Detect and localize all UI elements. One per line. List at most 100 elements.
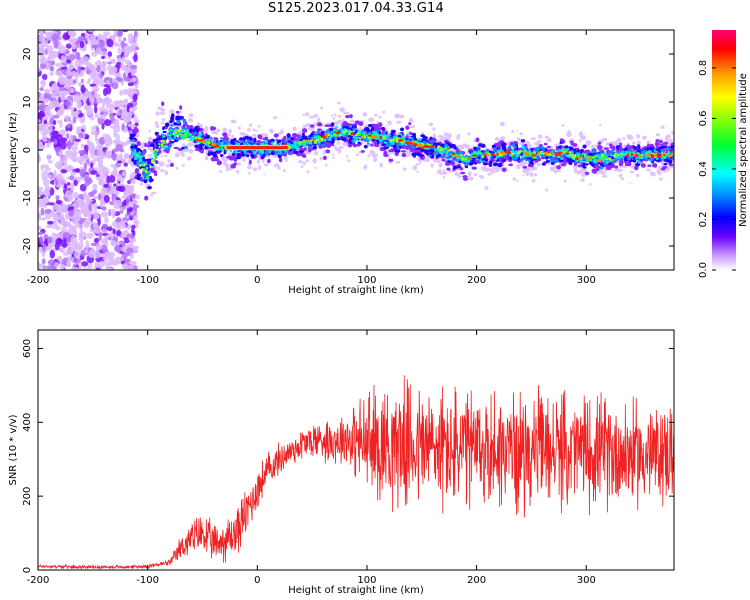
ridge-blob — [560, 163, 566, 167]
noise-blob — [53, 40, 59, 49]
noise-blob — [43, 119, 48, 125]
noise-blob — [45, 167, 51, 172]
noise-blob — [55, 233, 63, 239]
noise-blob — [76, 199, 81, 203]
noise-blob — [101, 55, 105, 60]
ridge-blob — [621, 137, 626, 140]
ridge-blob — [265, 151, 269, 156]
noise-blob — [47, 236, 53, 244]
ridge-blob — [186, 143, 192, 146]
halo-speck — [516, 129, 519, 132]
ridge-blob — [381, 126, 386, 131]
ridge-blob — [435, 159, 441, 164]
ridge-blob — [170, 123, 174, 127]
noise-blob — [60, 55, 66, 63]
halo-speck — [247, 172, 251, 175]
ridge-blob — [397, 146, 400, 151]
noise-blob — [38, 153, 41, 163]
noise-blob — [111, 67, 115, 75]
noise-blob — [67, 30, 76, 37]
noise-blob — [60, 66, 68, 71]
noise-blob — [101, 66, 107, 73]
ridge-blob — [658, 177, 663, 181]
ridge-blob — [437, 134, 444, 138]
ridge-blob — [497, 164, 502, 168]
noise-blob — [118, 43, 122, 48]
ridge-blob — [319, 156, 323, 161]
ridge-blob — [636, 140, 641, 145]
ridge-blob — [237, 162, 242, 166]
ridge-blob — [367, 123, 373, 127]
ridge-blob — [292, 126, 297, 132]
ridge-blob — [161, 101, 165, 107]
noise-blob — [91, 189, 98, 195]
noise-blob — [97, 182, 106, 186]
ridge-blob — [263, 163, 269, 167]
noise-blob — [67, 197, 73, 202]
noise-blob — [78, 132, 84, 139]
noise-blob — [78, 149, 87, 155]
ridge-blob — [429, 136, 433, 140]
noise-blob — [115, 218, 122, 223]
ridge-blob — [462, 175, 468, 179]
ridge-blob — [546, 137, 552, 143]
halo-speck — [617, 168, 622, 173]
ridge-blob — [542, 148, 545, 151]
halo-speck — [561, 124, 565, 127]
ridge-blob — [183, 145, 188, 150]
ridge-blob — [670, 145, 674, 150]
ridge-blob — [305, 112, 310, 117]
ridge-blob — [136, 132, 140, 138]
noise-blob — [40, 44, 44, 53]
halo-speck — [559, 137, 562, 140]
ridge-blob — [467, 171, 472, 176]
noise-blob — [72, 192, 79, 198]
noise-blob — [125, 196, 130, 205]
noise-blob — [45, 224, 53, 228]
ridge-blob — [284, 151, 288, 155]
ridge-blob — [500, 121, 505, 127]
ridge-blob — [149, 178, 154, 182]
ridge-blob — [303, 147, 307, 151]
ridge-blob — [543, 142, 548, 146]
halo-speck — [247, 127, 251, 132]
ridge-blob — [652, 163, 656, 168]
ridge-blob — [443, 132, 449, 137]
noise-blob — [103, 183, 110, 188]
ridge-blob — [382, 130, 386, 135]
noise-blob — [68, 87, 75, 93]
noise-blob — [98, 78, 105, 87]
ridge-blob — [181, 164, 185, 167]
noise-blob — [38, 35, 46, 43]
ridge-blob — [662, 141, 669, 145]
noise-blob — [93, 237, 100, 243]
ridge-blob — [324, 124, 330, 128]
noise-blob — [113, 133, 118, 138]
halo-speck — [261, 160, 265, 164]
noise-blob — [103, 194, 110, 204]
noise-blob — [50, 91, 58, 99]
halo-speck — [276, 163, 280, 168]
ridge-blob — [337, 101, 342, 105]
ridge-blob — [462, 177, 469, 181]
noise-blob — [43, 116, 49, 121]
noise-blob — [91, 39, 99, 44]
ridge-blob — [357, 141, 361, 145]
ridge-blob — [645, 158, 649, 161]
noise-blob — [61, 242, 68, 248]
ridge-blob — [503, 155, 506, 159]
noise-blob — [59, 119, 63, 129]
halo-speck — [588, 144, 591, 148]
ridge-blob — [278, 157, 283, 163]
noise-blob — [98, 144, 104, 152]
noise-blob — [64, 114, 69, 122]
noise-blob — [48, 174, 53, 180]
noise-blob — [46, 108, 51, 117]
ridge-blob — [373, 113, 378, 117]
noise-blob — [55, 70, 63, 76]
ridge-blob — [390, 129, 397, 134]
noise-blob — [112, 100, 121, 105]
noise-blob — [69, 70, 78, 77]
ridge-blob — [655, 133, 660, 137]
